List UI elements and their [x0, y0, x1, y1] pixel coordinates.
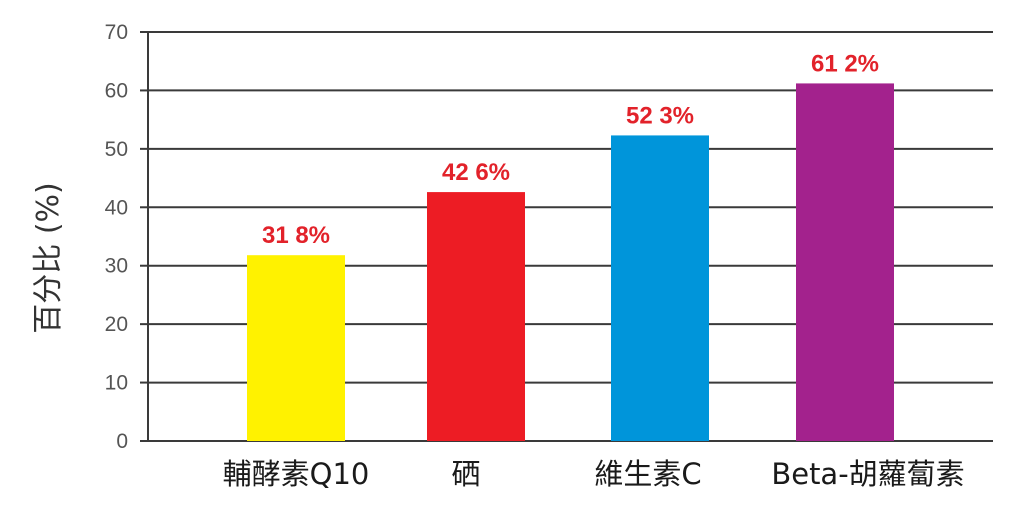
bars [247, 83, 894, 441]
x-category-label: Beta-胡蘿蔔素 [771, 457, 964, 491]
y-tick-label: 30 [105, 255, 128, 278]
data-label: 42 6% [442, 159, 510, 186]
x-category-label: 維生素C [594, 457, 701, 491]
y-tick-label: 0 [116, 430, 128, 453]
y-axis-title: 百分比 (%) [31, 182, 66, 333]
x-category-label: 硒 [451, 457, 480, 491]
x-category-label: 輔酵素Q10 [223, 457, 370, 491]
bar [427, 192, 525, 441]
bar [247, 255, 345, 441]
y-tick-label: 40 [105, 196, 128, 219]
bar [611, 135, 709, 441]
y-tick-label: 60 [105, 79, 128, 102]
labels: 31 8% 輔酵素Q10 42 6% 硒 52 3% 維生素C 61 2% Beta-胡蘿蔔素 [223, 50, 965, 491]
bar [796, 83, 894, 441]
y-tick-label: 10 [105, 372, 128, 395]
data-label: 61 2% [811, 50, 879, 77]
data-label: 52 3% [626, 102, 694, 129]
y-tick-label: 50 [105, 138, 128, 161]
y-tick-label: 70 [105, 21, 128, 44]
y-tick-label: 20 [105, 313, 128, 336]
data-label: 31 8% [262, 222, 330, 249]
